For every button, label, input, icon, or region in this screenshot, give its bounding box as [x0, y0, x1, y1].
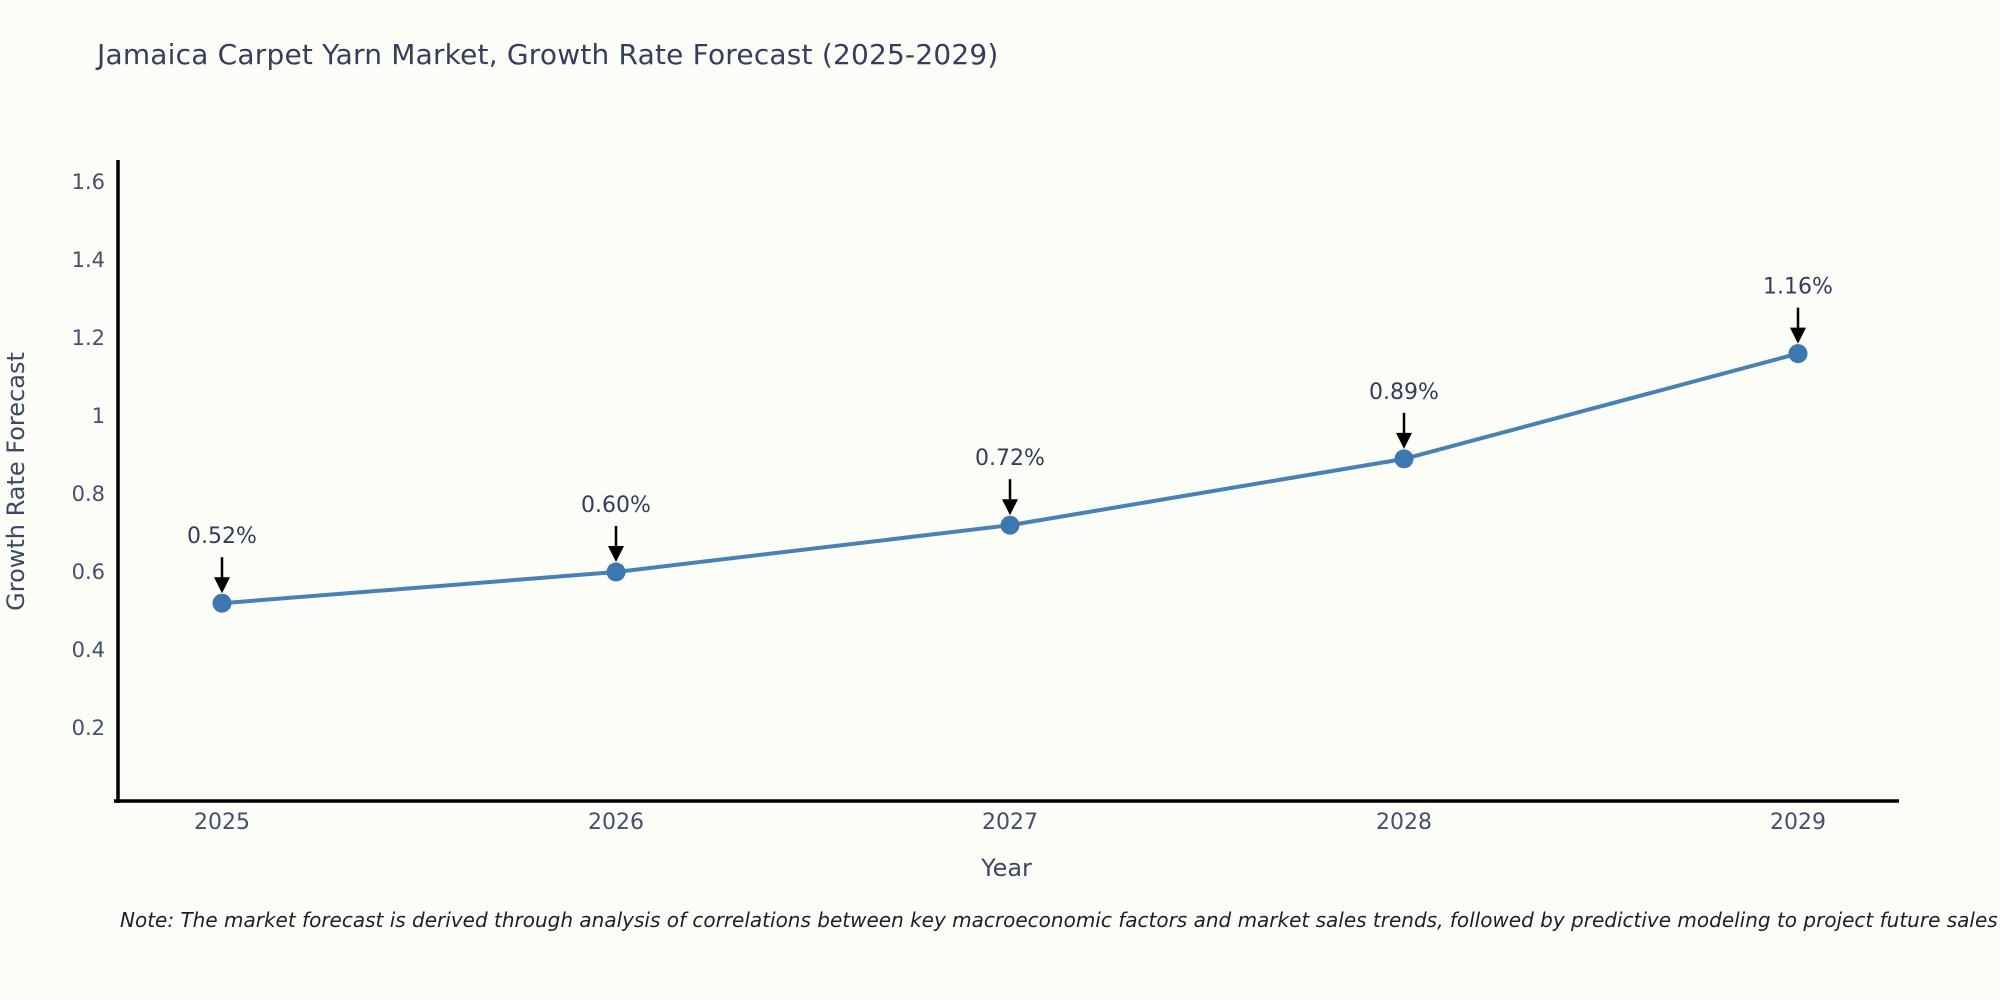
data-point-marker	[1394, 449, 1414, 469]
y-tick-label: 1.4	[72, 248, 105, 272]
data-point-marker	[1788, 344, 1808, 364]
trend-line	[220, 351, 1800, 606]
y-tick-label: 0.4	[72, 638, 105, 662]
data-point-label: 0.72%	[975, 446, 1045, 471]
x-tick-label: 2029	[1770, 810, 1826, 835]
data-point-label: 0.52%	[187, 524, 257, 549]
data-point-label: 0.60%	[581, 493, 651, 518]
data-point-marker	[606, 562, 626, 582]
x-axis-title: Year	[980, 854, 1032, 882]
x-tick-label: 2026	[588, 810, 644, 835]
y-tick-label: 1.6	[72, 170, 105, 194]
chart-footnote: Note: The market forecast is derived thr…	[120, 908, 1998, 932]
y-tick-label: 0.8	[72, 482, 105, 506]
data-point-marker	[212, 593, 232, 613]
x-tick-label: 2025	[194, 810, 250, 835]
y-tick-label: 1	[92, 404, 105, 428]
y-tick-label: 0.6	[72, 560, 105, 584]
y-tick-label: 1.2	[72, 326, 105, 350]
annotation-arrow-head	[1002, 499, 1018, 516]
y-tick-label: 0.2	[72, 716, 105, 740]
y-axis-title: Growth Rate Forecast	[2, 352, 30, 611]
annotation-arrow-head	[608, 546, 624, 562]
chart-title: Jamaica Carpet Yarn Market, Growth Rate …	[97, 38, 999, 71]
data-point-marker	[1000, 515, 1020, 535]
annotation-arrow-head	[214, 577, 230, 594]
data-point-label: 0.89%	[1369, 380, 1439, 405]
x-tick-label: 2028	[1376, 810, 1432, 835]
annotation-arrow-head	[1396, 432, 1412, 449]
annotation-arrow-head	[1790, 327, 1806, 344]
data-point-label: 1.16%	[1763, 275, 1833, 300]
x-tick-label: 2027	[982, 810, 1038, 835]
